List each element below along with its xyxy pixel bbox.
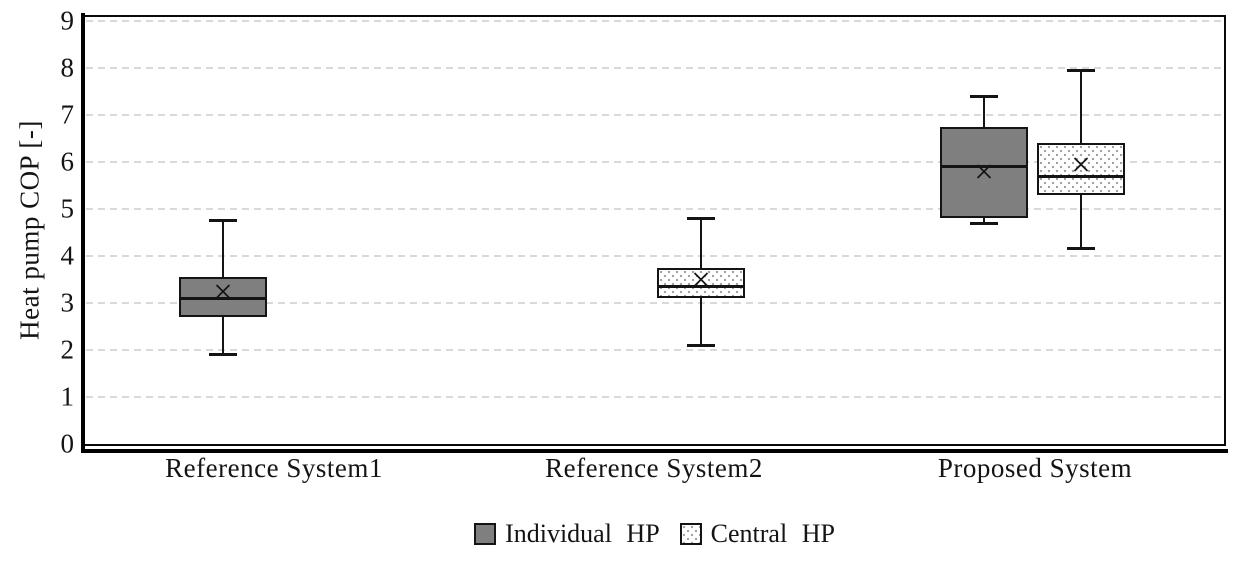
y-axis-line <box>81 13 85 453</box>
legend: Individual HP Central HP <box>84 514 1225 554</box>
y-tick-label-8: 8 <box>60 52 75 83</box>
median-line-individual-hp-cat1 <box>179 296 268 300</box>
y-tick-label-2: 2 <box>60 334 75 365</box>
y-tick-label-4: 4 <box>60 240 75 271</box>
gridline-y-1 <box>86 396 1223 398</box>
whisker-lower-individual-hp-cat3 <box>982 218 985 224</box>
box-central-hp-cat2 <box>656 267 745 299</box>
x-label-proposed-system: Proposed System <box>937 453 1133 483</box>
legend-label-individual-hp: Individual HP <box>505 519 660 548</box>
box-central-hp-cat3 <box>1036 143 1125 195</box>
gridline-y-5 <box>86 208 1223 210</box>
y-tick-label-7: 7 <box>60 99 75 130</box>
whisker-lower-central-hp-cat3 <box>1079 194 1082 249</box>
mean-marker-icon-individual-hp-cat1 <box>214 282 232 305</box>
plot-border-bottom <box>84 444 1226 446</box>
median-line-individual-hp-cat3 <box>939 165 1028 169</box>
mean-marker-icon-individual-hp-cat3 <box>975 162 993 185</box>
x-label-reference-system2: Reference System2 <box>545 453 763 483</box>
whisker-upper-central-hp-cat2 <box>699 218 702 268</box>
legend-item-individual-hp: Individual HP <box>474 519 660 549</box>
median-line-central-hp-cat3 <box>1036 174 1125 178</box>
mean-marker-icon-central-hp-cat2 <box>692 270 710 293</box>
whisker-cap-min-individual-hp-cat1 <box>209 353 238 357</box>
gridline-y-6 <box>86 161 1223 163</box>
whisker-upper-individual-hp-cat3 <box>982 96 985 127</box>
whisker-upper-individual-hp-cat1 <box>222 220 225 278</box>
whisker-cap-min-central-hp-cat2 <box>686 343 715 347</box>
y-tick-label-9: 9 <box>60 5 75 36</box>
whisker-cap-min-central-hp-cat3 <box>1066 247 1095 251</box>
median-line-central-hp-cat2 <box>656 285 745 289</box>
gridline-y-8 <box>86 67 1223 69</box>
gridline-y-3 <box>86 302 1223 304</box>
plot-border-right <box>1224 15 1226 445</box>
y-tick-label-3: 3 <box>60 287 75 318</box>
whisker-cap-max-central-hp-cat3 <box>1066 68 1095 72</box>
y-tick-label-0: 0 <box>60 428 75 459</box>
central-hp-swatch-icon <box>679 523 702 545</box>
box-individual-hp-cat3 <box>939 126 1028 219</box>
x-axis-line <box>81 449 1228 453</box>
gridline-y-2 <box>86 349 1223 351</box>
individual-hp-swatch-icon <box>474 523 497 545</box>
whisker-lower-central-hp-cat2 <box>699 298 702 346</box>
whisker-cap-max-individual-hp-cat3 <box>969 94 998 98</box>
whisker-cap-max-central-hp-cat2 <box>686 216 715 220</box>
whisker-lower-individual-hp-cat1 <box>222 317 225 355</box>
legend-label-central-hp: Central HP <box>710 519 835 548</box>
mean-marker-icon-central-hp-cat3 <box>1072 155 1090 178</box>
plot-border-top <box>84 15 1226 17</box>
x-label-reference-system1: Reference System1 <box>165 453 383 483</box>
whisker-cap-min-individual-hp-cat3 <box>969 221 998 225</box>
gridline-y-4 <box>86 255 1223 257</box>
gridline-y-7 <box>86 114 1223 116</box>
whisker-upper-central-hp-cat3 <box>1079 70 1082 144</box>
y-tick-label-5: 5 <box>60 193 75 224</box>
y-tick-label-6: 6 <box>60 146 75 177</box>
y-tick-label-1: 1 <box>60 381 75 412</box>
whisker-cap-max-individual-hp-cat1 <box>209 219 238 223</box>
gridline-y-9 <box>86 20 1223 22</box>
plot-area <box>84 15 1225 444</box>
legend-item-central-hp: Central HP <box>679 519 835 549</box>
